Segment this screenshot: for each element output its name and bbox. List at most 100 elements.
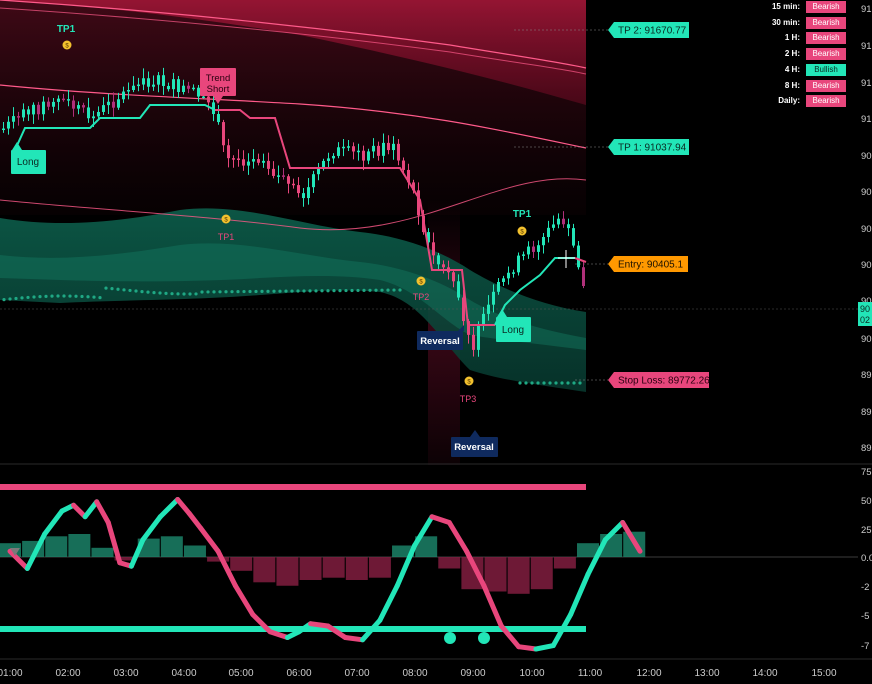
price-tick: 90 [861, 224, 872, 235]
signal-text: Reversal [454, 442, 494, 453]
support-dot [398, 288, 402, 292]
osc-tick: -7 [861, 641, 869, 652]
oscillator-segment [157, 497, 181, 520]
money-bag-icon [62, 40, 72, 50]
signal-tp3-short: $ TP3 [460, 376, 476, 404]
histogram-bar [253, 557, 276, 583]
trend-timeframe: 8 H: [784, 81, 800, 90]
candle-body [477, 325, 480, 350]
histogram-bar [415, 536, 438, 557]
trend-row: Daily: Bearish [740, 94, 846, 107]
trend-timeframe: 2 H: [784, 49, 800, 58]
histogram-bar [322, 557, 345, 578]
time-tick: 01:00 [0, 668, 23, 679]
price-tick: 91 [861, 41, 872, 52]
histogram-bar [392, 545, 415, 557]
trend-row: 1 H: Bearish [740, 31, 846, 44]
candle-body [302, 193, 305, 199]
support-dot [44, 294, 48, 298]
candle-body [567, 224, 570, 229]
ma-line-4 [0, 178, 587, 231]
candle-body [427, 232, 430, 243]
signal-text: Long [17, 157, 39, 168]
candle-body [267, 160, 270, 169]
oscillator-segment [412, 514, 435, 548]
candle-body [112, 101, 115, 108]
signal-reversal-2: Reversal [451, 430, 498, 457]
candle-body [37, 104, 40, 115]
support-dot [290, 289, 294, 293]
histogram-bar [507, 557, 530, 594]
candle-body [312, 174, 315, 188]
candle-body [582, 267, 585, 287]
support-dot [20, 296, 24, 300]
candle-body [337, 147, 340, 156]
candle-body [207, 96, 210, 103]
candle-body [147, 78, 150, 87]
support-dot [314, 289, 318, 293]
histogram-bar [368, 557, 391, 578]
tp1-text: TP 1: 91037.94 [618, 143, 687, 154]
candle-body [287, 176, 290, 184]
candle-body [527, 246, 530, 255]
support-dot [140, 289, 144, 294]
time-tick: 03:00 [113, 668, 138, 679]
candle-body [27, 109, 30, 115]
support-dot [68, 294, 72, 298]
trend-row: 8 H: Bearish [740, 79, 846, 92]
candle-body [412, 182, 415, 191]
trend-status-badge: Bearish [806, 0, 846, 13]
candle-body [272, 168, 275, 176]
oscillator-segment [198, 525, 221, 554]
candle-body [417, 190, 420, 216]
candle-body [347, 146, 350, 148]
candle-body [392, 143, 395, 151]
support-dot [572, 381, 576, 385]
candle-body [437, 255, 440, 265]
histogram-bar [114, 557, 137, 561]
oscillator-segment [7, 548, 30, 571]
support-dot [110, 287, 114, 291]
candle-body [102, 105, 105, 112]
oscillator-segment [215, 548, 238, 589]
support-dot [122, 288, 126, 292]
candle-body [432, 242, 435, 256]
candle-body [372, 145, 375, 152]
candle-body [187, 85, 190, 89]
trend-timeframe: 15 min: [771, 2, 800, 11]
time-tick: 11:00 [578, 668, 603, 679]
oscillator-segment [24, 531, 48, 571]
oscillator-segment [342, 635, 366, 643]
candle-body [127, 90, 130, 92]
oscillator-line [7, 497, 643, 652]
osc-lower-band [0, 626, 586, 632]
oscillator-segment [128, 537, 146, 569]
tp2-text: TP 2: 91670.77 [618, 26, 687, 37]
support-dot [356, 288, 360, 293]
candle-body [42, 101, 45, 115]
candle-body [17, 116, 20, 118]
support-dot [182, 292, 186, 296]
histogram-bar [530, 557, 553, 590]
time-tick: 14:00 [752, 668, 777, 679]
histogram-bar [461, 557, 484, 590]
time-tick: 13:00 [694, 668, 719, 679]
support-dot [218, 290, 222, 294]
trend-status-badge: Bearish [806, 31, 846, 44]
oscillator-segment [250, 612, 273, 635]
histogram-bar [484, 557, 507, 592]
candle-body [62, 98, 65, 101]
oscillator-segment [325, 623, 348, 640]
price-tick: 89 [861, 443, 872, 454]
support-dot [554, 381, 558, 385]
support-dot [194, 292, 198, 296]
support-dot [86, 295, 90, 299]
time-tick: 12:00 [636, 668, 661, 679]
osc-upper-band [0, 484, 586, 490]
support-dot [350, 288, 354, 293]
signal-long-1: Long [11, 142, 46, 174]
trend-timeframe: 30 min: [771, 18, 800, 27]
time-tick: 04:00 [171, 668, 196, 679]
candle-body [377, 145, 380, 156]
